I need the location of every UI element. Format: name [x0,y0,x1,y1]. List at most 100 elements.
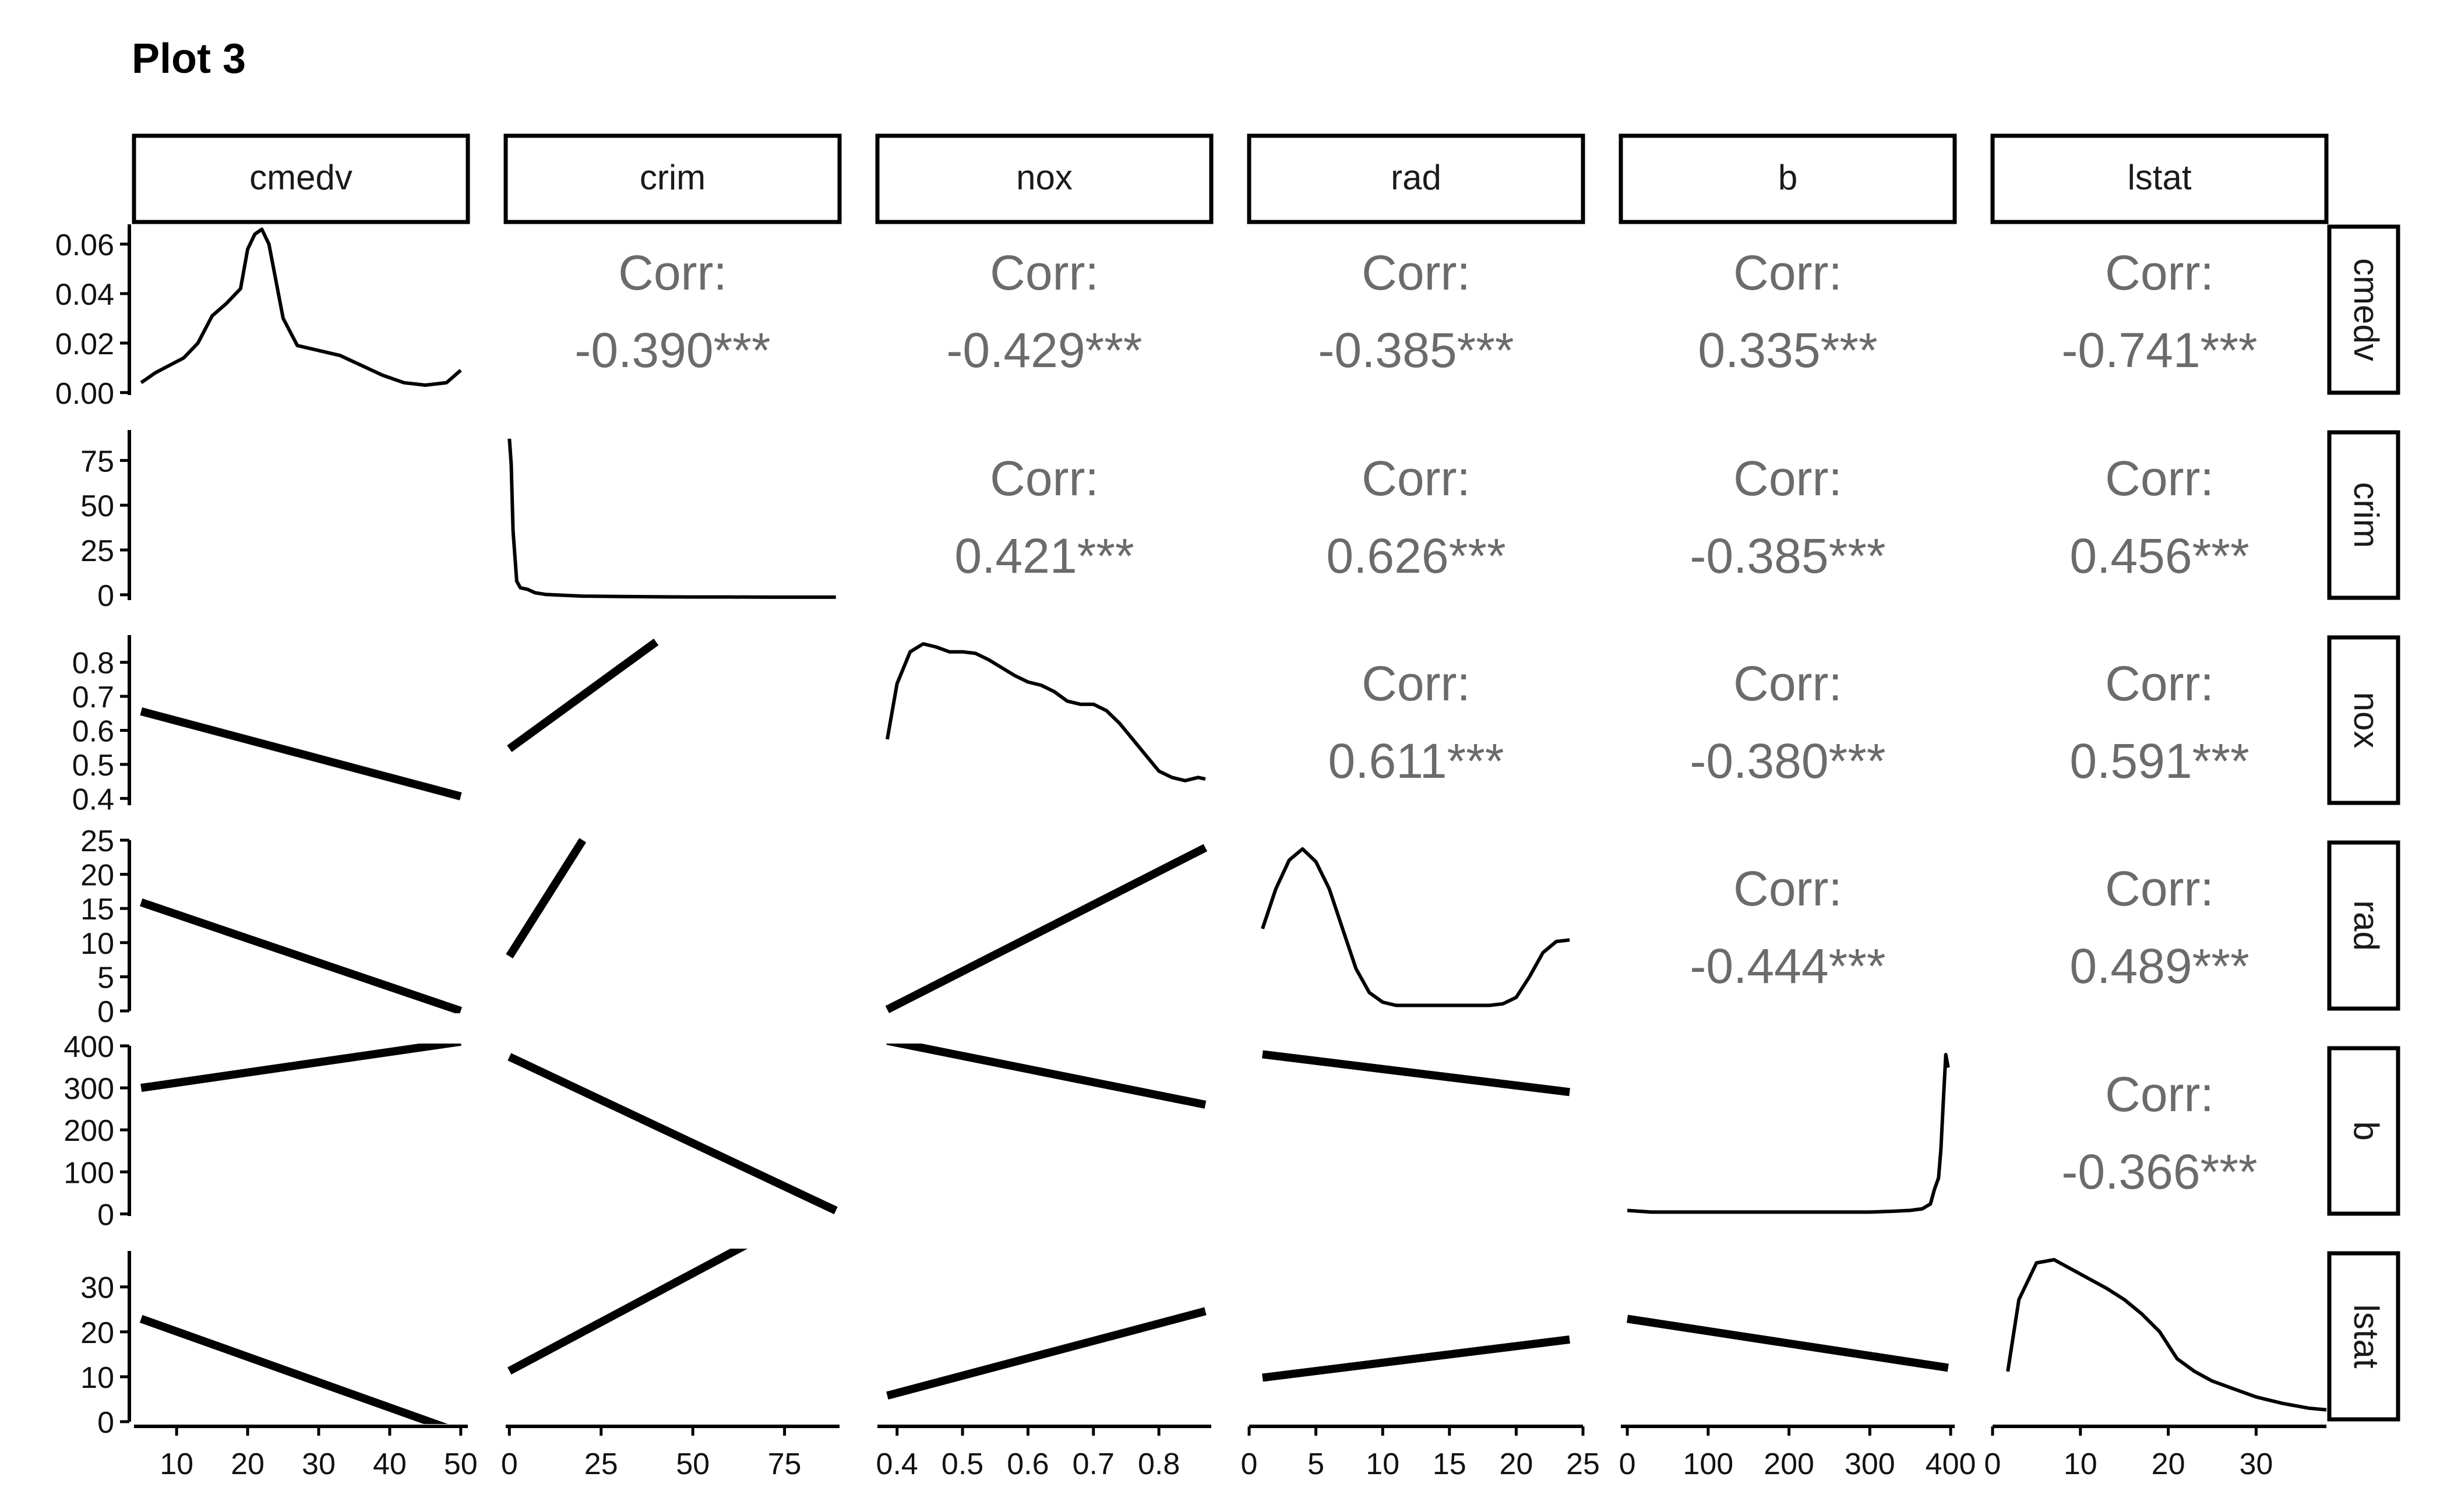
regression-line-nox-vs-cmedv [140,707,462,801]
corr-value: -0.385*** [1318,323,1514,378]
y-tick-label-rad: 20 [80,859,114,893]
row-strip-rad [2327,840,2400,1011]
regression-line-nox-vs-crim [507,639,659,752]
regression-line-lstat-vs-cmedv [139,1314,448,1424]
x-tick-label-nox: 0.6 [1007,1447,1049,1481]
corr-label: Corr: [2105,656,2214,711]
row-strip-b [2327,1046,2400,1216]
row-strip-nox [2327,635,2400,805]
y-tick-label-crim: 0 [97,579,114,613]
x-tick-label-rad: 15 [1433,1447,1466,1481]
column-strip-rad [1247,133,1585,224]
corr-label: Corr: [618,245,727,300]
corr-value: -0.429*** [946,323,1142,378]
y-tick-label-nox: 0.8 [72,647,114,681]
x-tick-label-b: 100 [1683,1447,1733,1481]
y-tick-label-cmedv: 0.06 [55,228,114,262]
x-tick-label-nox: 0.4 [876,1447,918,1481]
corr-value: -0.390*** [574,323,770,378]
corr-value: -0.741*** [2061,323,2257,378]
x-tick-label-nox: 0.8 [1138,1447,1180,1481]
column-strip-b [1619,133,1957,224]
y-tick-label-lstat: 20 [80,1316,114,1350]
x-tick-label-nox: 0.5 [942,1447,983,1481]
x-tick-label-crim: 0 [501,1447,518,1481]
y-tick-label-crim: 75 [80,445,114,478]
density-curve-b [1627,1053,1950,1214]
x-tick-label-cmedv: 30 [302,1447,336,1481]
column-strip-crim [503,133,842,224]
column-strip-label-lstat: lstat [2127,158,2191,197]
x-tick-label-lstat: 10 [2064,1447,2097,1481]
corr-label: Corr: [2105,1067,2214,1122]
row-strip-label-crim: crim [2347,482,2386,548]
corr-label: Corr: [2105,451,2214,506]
x-tick-label-rad: 0 [1241,1447,1258,1481]
row-strip-lstat [2327,1251,2400,1422]
regression-line-b-vs-rad [1262,1050,1570,1097]
column-strip-label-b: b [1778,158,1797,197]
y-tick-label-nox: 0.7 [72,681,114,714]
y-tick-label-rad: 10 [80,927,114,961]
x-tick-label-crim: 75 [768,1447,802,1481]
regression-line-rad-vs-cmedv [139,898,463,1013]
regression-line-rad-vs-crim [506,838,587,958]
y-tick-label-b: 400 [64,1030,114,1064]
regression-line-lstat-vs-nox [886,1307,1207,1400]
y-tick-label-nox: 0.6 [72,715,114,749]
y-tick-label-cmedv: 0.02 [55,327,114,361]
y-tick-label-b: 300 [64,1072,114,1106]
row-strip-crim [2327,430,2400,600]
y-tick-label-nox: 0.5 [72,749,114,783]
y-tick-label-crim: 50 [80,489,114,523]
row-strip-label-b: b [2347,1121,2386,1140]
column-strip-label-rad: rad [1391,158,1441,197]
y-tick-label-rad: 25 [80,824,114,858]
y-tick-label-rad: 0 [97,995,114,1029]
corr-label: Corr: [1733,861,1842,916]
corr-label: Corr: [1733,245,1842,300]
row-strip-label-cmedv: cmedv [2347,258,2386,361]
density-curve-rad [1261,847,1570,1007]
density-curve-cmedv [140,227,462,387]
density-curve-nox [885,642,1206,783]
x-tick-label-nox: 0.7 [1073,1447,1115,1481]
x-tick-label-rad: 20 [1499,1447,1533,1481]
corr-label: Corr: [1362,451,1471,506]
column-strip-nox [875,133,1214,224]
regression-line-b-vs-cmedv [140,1044,461,1092]
x-tick-label-b: 0 [1619,1447,1636,1481]
column-strip-label-nox: nox [1016,158,1073,197]
x-tick-label-cmedv: 10 [160,1447,193,1481]
y-tick-label-b: 0 [97,1198,114,1232]
column-strip-label-crim: crim [640,158,706,197]
row-strip-label-lstat: lstat [2347,1304,2386,1368]
corr-value: -0.444*** [1690,939,1885,993]
y-tick-label-lstat: 0 [97,1406,114,1440]
row-strip-label-nox: nox [2347,692,2386,749]
x-tick-label-lstat: 30 [2239,1447,2273,1481]
x-tick-label-cmedv: 40 [373,1447,407,1481]
y-tick-label-rad: 5 [97,961,114,995]
corr-value: 0.626*** [1326,528,1505,583]
regression-line-lstat-vs-rad [1262,1335,1570,1382]
x-tick-label-rad: 10 [1366,1447,1399,1481]
corr-label: Corr: [1733,656,1842,711]
corr-label: Corr: [1362,656,1471,711]
corr-value: 0.335*** [1698,323,1877,378]
corr-value: 0.421*** [954,528,1134,583]
regression-line-b-vs-crim [507,1053,838,1214]
y-tick-label-lstat: 10 [80,1361,114,1395]
column-strip-cmedv [132,133,470,224]
y-tick-label-rad: 15 [80,893,114,926]
x-tick-label-b: 300 [1845,1447,1895,1481]
corr-value: 0.591*** [2069,734,2249,788]
corr-label: Corr: [1733,451,1842,506]
x-tick-label-cmedv: 50 [444,1447,478,1481]
y-tick-label-cmedv: 0.00 [55,377,114,411]
x-tick-label-cmedv: 20 [231,1447,265,1481]
density-curve-crim [507,438,836,599]
corr-label: Corr: [990,245,1099,300]
column-strip-label-cmedv: cmedv [249,158,352,197]
